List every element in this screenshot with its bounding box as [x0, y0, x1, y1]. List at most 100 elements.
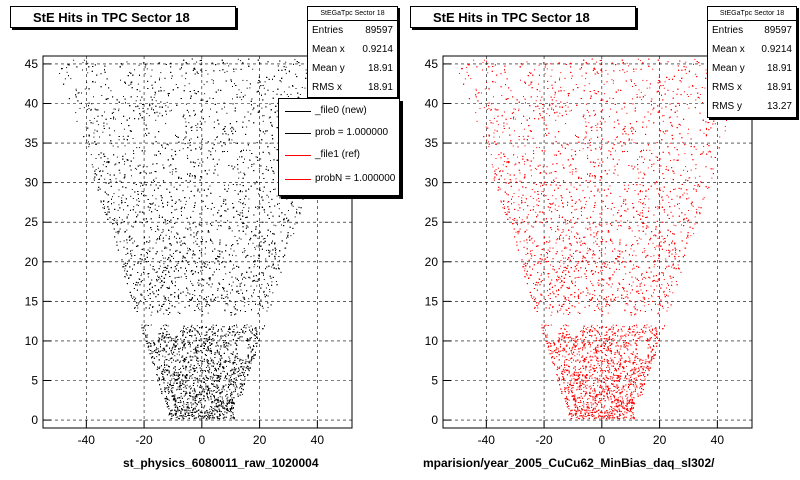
data-point	[162, 334, 164, 336]
data-point	[222, 203, 224, 204]
data-point	[123, 209, 124, 211]
data-point	[218, 405, 220, 407]
data-point	[168, 399, 170, 401]
data-point	[285, 66, 287, 68]
data-point	[238, 177, 240, 179]
data-point	[258, 246, 260, 248]
data-point	[186, 384, 188, 386]
data-point	[233, 128, 235, 130]
data-point	[164, 257, 166, 259]
data-point	[157, 275, 159, 277]
data-point	[177, 402, 179, 403]
data-point	[186, 356, 188, 358]
data-point	[141, 190, 143, 192]
data-point	[198, 380, 200, 382]
data-point	[235, 68, 237, 70]
data-point	[168, 414, 170, 416]
data-point	[171, 173, 173, 175]
data-point	[232, 373, 234, 375]
data-point	[218, 225, 220, 227]
data-point	[239, 387, 240, 389]
data-point	[143, 212, 145, 214]
data-point	[275, 281, 277, 282]
data-point	[131, 225, 133, 227]
data-point	[203, 406, 205, 408]
data-point	[142, 104, 143, 105]
data-point	[203, 261, 205, 263]
data-point	[229, 370, 231, 372]
data-point	[248, 304, 250, 305]
data-point	[237, 374, 239, 376]
data-point	[191, 257, 193, 259]
data-point	[185, 404, 187, 405]
data-point	[195, 240, 197, 242]
data-point	[139, 221, 141, 223]
data-point	[176, 277, 178, 278]
data-point	[247, 167, 249, 169]
data-point	[148, 209, 150, 211]
data-point	[186, 328, 188, 330]
data-point	[251, 165, 253, 167]
data-point	[205, 386, 207, 388]
data-point	[191, 375, 193, 377]
data-point	[216, 136, 218, 138]
data-point	[212, 378, 214, 380]
data-point	[176, 249, 178, 251]
data-point	[174, 366, 176, 368]
data-point	[275, 248, 277, 250]
data-point	[238, 337, 240, 339]
data-point	[203, 396, 205, 398]
data-point	[223, 403, 225, 405]
data-point	[88, 108, 90, 110]
data-point	[97, 124, 99, 126]
data-point	[138, 302, 140, 304]
data-point	[190, 138, 192, 140]
data-point	[93, 179, 95, 181]
data-point	[235, 368, 237, 370]
data-point	[241, 393, 243, 395]
data-point	[77, 92, 79, 94]
data-point	[267, 307, 269, 308]
data-point	[213, 80, 214, 82]
data-point	[141, 280, 143, 281]
data-point	[146, 113, 148, 114]
data-point	[227, 374, 228, 375]
data-point	[243, 332, 245, 334]
data-point	[227, 134, 229, 136]
data-point	[232, 86, 233, 87]
data-point	[185, 416, 187, 418]
data-point	[165, 345, 167, 347]
data-point	[187, 379, 189, 381]
data-point	[189, 385, 191, 387]
data-point	[303, 197, 305, 199]
data-point	[202, 348, 204, 349]
data-point	[173, 186, 175, 188]
data-point	[228, 188, 230, 190]
data-point	[197, 382, 199, 384]
data-point	[273, 170, 275, 172]
data-point	[135, 297, 137, 299]
data-point	[218, 159, 220, 161]
data-point	[234, 314, 236, 316]
data-point	[175, 84, 177, 85]
data-point	[185, 369, 187, 371]
data-point	[151, 229, 153, 231]
data-point	[237, 58, 239, 60]
data-point	[262, 307, 264, 309]
data-point	[162, 257, 164, 259]
data-point	[208, 329, 210, 331]
data-point	[172, 169, 174, 171]
data-point	[172, 347, 174, 349]
data-point	[242, 362, 244, 364]
data-point	[227, 331, 229, 332]
data-point	[256, 245, 258, 247]
data-point	[203, 360, 205, 362]
data-point	[138, 205, 139, 207]
data-point	[104, 206, 105, 208]
data-point	[216, 398, 218, 400]
data-point	[168, 388, 169, 390]
data-point	[165, 269, 167, 271]
data-point	[258, 207, 260, 208]
data-point	[202, 314, 204, 316]
data-point	[160, 72, 162, 74]
